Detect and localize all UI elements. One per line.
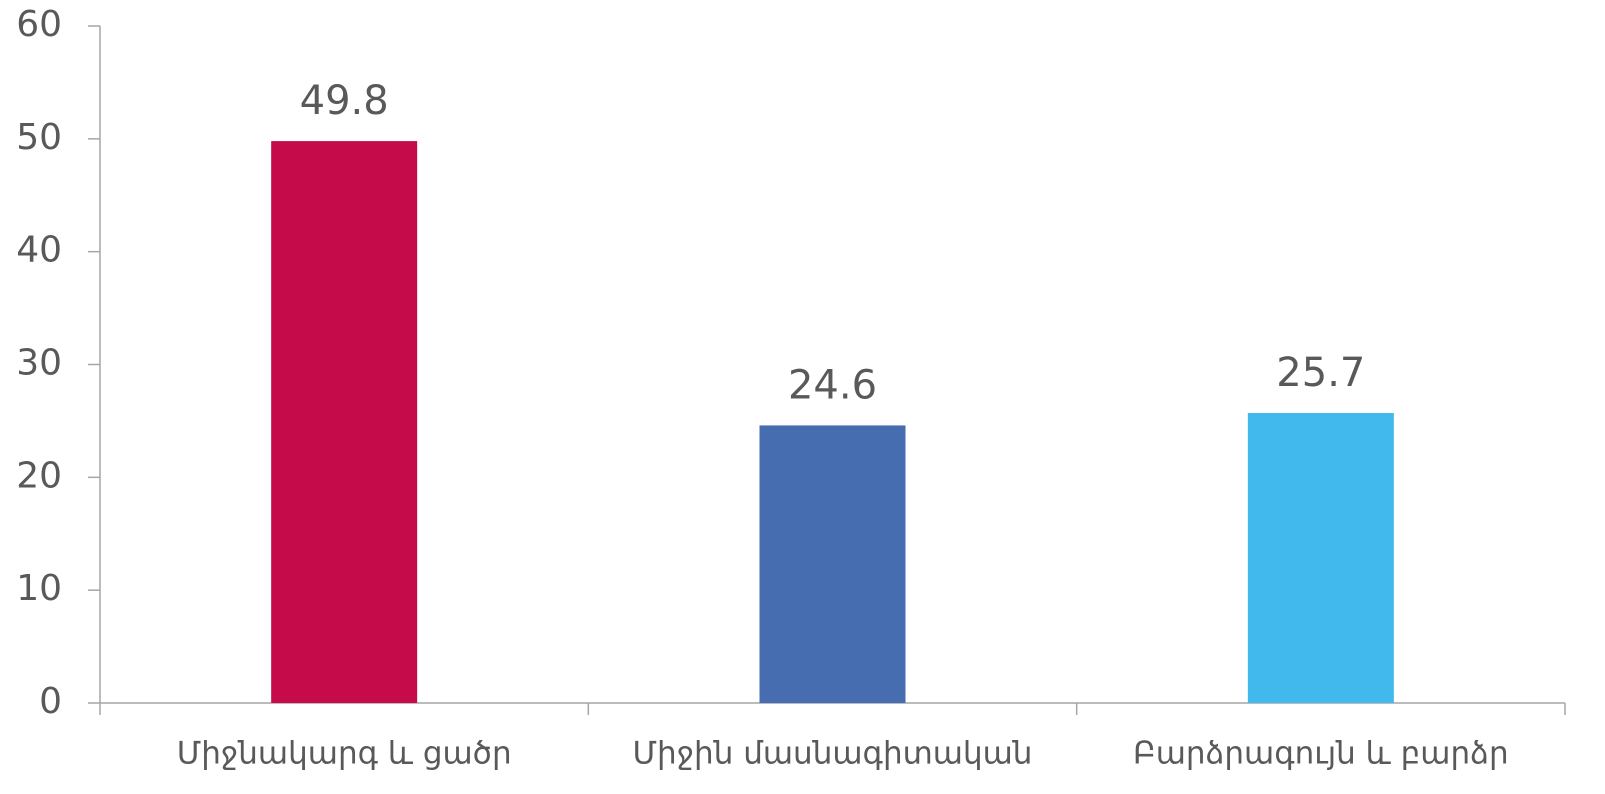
bar <box>1247 413 1394 703</box>
x-tick-label: Բարձրագույն և բարձր <box>1133 736 1509 772</box>
y-tick-label: 20 <box>16 455 62 496</box>
bar <box>759 425 906 703</box>
y-tick-label: 60 <box>16 4 62 45</box>
y-tick-label: 10 <box>16 568 62 609</box>
y-tick-label: 30 <box>16 343 62 384</box>
x-tick-label: Միջնակարգ և ցածր <box>177 736 512 772</box>
value-label: 24.6 <box>788 362 877 408</box>
bar <box>271 141 418 704</box>
x-tick-label: Միջին մասնագիտական <box>633 736 1033 772</box>
y-tick-label: 50 <box>16 117 62 158</box>
y-tick-label: 0 <box>39 681 62 722</box>
y-tick-label: 40 <box>16 230 62 271</box>
value-label: 25.7 <box>1276 350 1365 396</box>
value-label: 49.8 <box>300 78 389 124</box>
